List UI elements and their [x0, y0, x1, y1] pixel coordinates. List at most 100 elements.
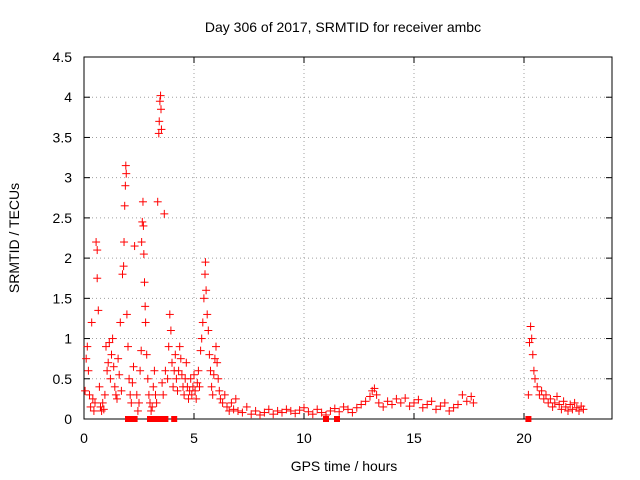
- y-tick-label: 0.5: [53, 371, 73, 387]
- data-point: [85, 390, 94, 399]
- y-tick-label: 4: [64, 89, 72, 105]
- axis-ticks: 0 5 10 15 20 0 0.5 1 1.5 2 2.5 3 3.5 4 4.5: [53, 49, 612, 446]
- data-point: [205, 350, 214, 359]
- data-point: [251, 406, 260, 415]
- y-tick-label: 1.5: [53, 290, 73, 306]
- data-point: [132, 390, 141, 399]
- data-point: [116, 318, 125, 327]
- data-point: [215, 386, 224, 395]
- data-point: [555, 400, 564, 409]
- x-tick-label: 15: [406, 430, 422, 446]
- data-point: [173, 386, 182, 395]
- data-point: [153, 197, 162, 206]
- data-point: [326, 406, 335, 415]
- data-point: [550, 398, 559, 407]
- data-point: [187, 390, 196, 399]
- data-point: [238, 408, 247, 417]
- data-point-square: [153, 416, 160, 422]
- data-point: [203, 310, 212, 319]
- data-point: [180, 390, 189, 399]
- data-point: [172, 374, 181, 383]
- data-point: [125, 374, 134, 383]
- data-point: [454, 400, 462, 409]
- data-point: [108, 334, 117, 343]
- data-point: [104, 358, 113, 367]
- data-point: [278, 408, 286, 417]
- data-point: [92, 238, 101, 247]
- data-point: [260, 408, 269, 417]
- data-point: [81, 386, 90, 395]
- data-point: [557, 405, 566, 414]
- data-point: [427, 397, 436, 406]
- data-point: [169, 382, 178, 391]
- data-point: [166, 326, 175, 335]
- y-tick-label: 0: [64, 411, 72, 427]
- data-point: [214, 374, 223, 383]
- data-point: [155, 117, 164, 126]
- data-point: [122, 169, 131, 178]
- data-point: [526, 322, 535, 331]
- data-point: [157, 105, 165, 114]
- data-point: [157, 125, 166, 134]
- data-point: [566, 400, 575, 409]
- data-point: [449, 403, 458, 412]
- data-point: [141, 302, 150, 311]
- data-point: [570, 398, 579, 407]
- data-point: [291, 409, 300, 418]
- data-point: [107, 350, 116, 359]
- data-point: [440, 398, 449, 407]
- data-point: [117, 386, 126, 395]
- data-point: [313, 405, 322, 414]
- data-point: [202, 286, 211, 295]
- data-point: [379, 402, 388, 411]
- y-tick-label: 3.5: [53, 129, 73, 145]
- data-point: [344, 405, 352, 414]
- x-axis-label: GPS time / hours: [291, 458, 398, 474]
- data-point: [436, 402, 445, 411]
- plot-area-frame: [83, 56, 613, 420]
- data-point: [139, 221, 148, 230]
- data-point: [98, 398, 107, 407]
- data-point-square: [171, 416, 178, 422]
- data-point: [127, 398, 136, 407]
- data-point: [207, 382, 216, 391]
- data-point: [546, 394, 555, 403]
- data-point: [467, 392, 476, 401]
- data-point: [458, 390, 467, 399]
- data-point: [396, 398, 405, 407]
- data-point: [208, 390, 217, 399]
- x-tick-label: 0: [80, 430, 88, 446]
- data-point: [138, 217, 147, 226]
- data-point: [231, 394, 240, 403]
- y-tick-label: 1: [64, 331, 72, 347]
- data-point: [190, 370, 198, 379]
- data-point: [264, 405, 273, 414]
- data-point: [154, 129, 163, 138]
- data-point: [575, 406, 583, 415]
- data-point: [147, 406, 156, 415]
- data-point: [175, 342, 184, 351]
- data-point: [120, 201, 129, 210]
- data-point: [122, 310, 131, 319]
- data-point: [361, 397, 370, 406]
- data-point: [201, 258, 210, 267]
- x-tick-label: 10: [296, 430, 312, 446]
- data-point: [196, 346, 205, 355]
- data-point: [568, 405, 577, 414]
- data-point: [155, 97, 164, 106]
- y-tick-label: 2.5: [53, 210, 73, 226]
- data-point: [405, 402, 414, 411]
- data-point: [308, 410, 317, 419]
- data-point: [174, 366, 183, 375]
- data-point: [93, 274, 102, 283]
- data-point: [352, 403, 361, 412]
- data-point: [110, 382, 119, 391]
- data-point: [141, 318, 150, 327]
- data-point: [97, 406, 106, 415]
- y-axis-label: SRMTID / TECUs: [6, 183, 22, 293]
- data-point: [91, 398, 99, 407]
- data-point: [564, 406, 572, 415]
- data-point: [194, 366, 203, 375]
- data-point-square: [525, 416, 532, 422]
- data-point: [330, 404, 339, 413]
